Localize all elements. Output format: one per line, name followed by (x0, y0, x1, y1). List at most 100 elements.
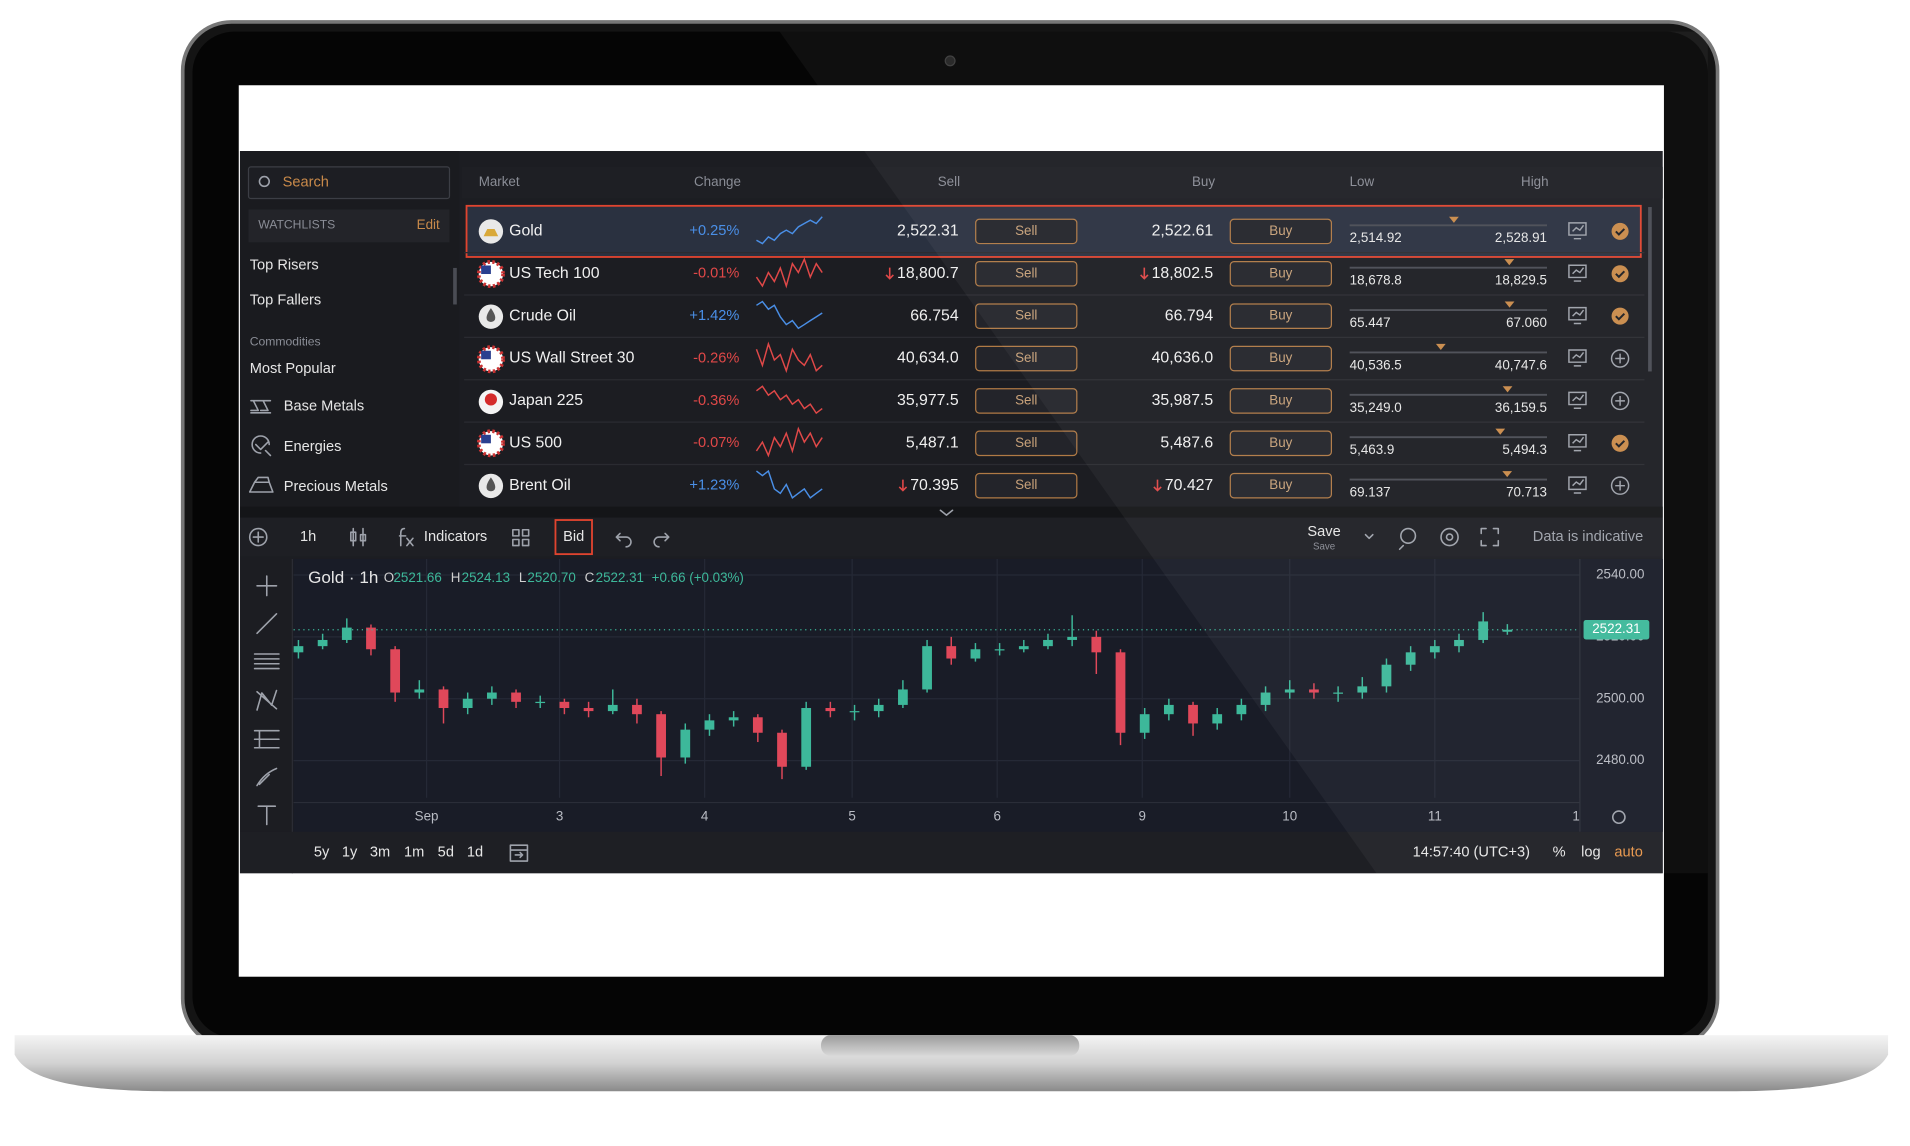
search-box[interactable] (247, 166, 451, 200)
watchlist-added[interactable] (1611, 222, 1629, 240)
range-button[interactable]: 3m (370, 844, 390, 860)
sell-button[interactable] (975, 260, 1078, 287)
layout-button[interactable] (512, 528, 530, 547)
watchlist-added[interactable] (1611, 265, 1629, 283)
projection-tool[interactable] (253, 729, 280, 749)
brush-tool[interactable] (256, 767, 278, 787)
watchlist-add[interactable] (1610, 476, 1630, 495)
save-button[interactable]: Save (1307, 524, 1340, 540)
buy-button-label[interactable]: Buy (1269, 223, 1292, 238)
y-tick-label: 2500.00 (1596, 690, 1644, 705)
sidebar-scrollbar (453, 267, 457, 305)
sell-button[interactable] (975, 303, 1078, 329)
range-button[interactable]: 5y (314, 844, 330, 860)
high: 5,494.3 (1502, 442, 1547, 457)
zoom-button[interactable] (1400, 527, 1417, 544)
trendline-tool[interactable] (256, 613, 278, 635)
add-button[interactable] (248, 527, 268, 547)
buy-button[interactable] (1229, 388, 1333, 414)
range-button[interactable]: 1d (467, 844, 483, 860)
sell-button[interactable] (975, 218, 1078, 245)
sell-button[interactable] (975, 388, 1078, 414)
chart-button[interactable] (1568, 222, 1587, 240)
sell-button-label[interactable]: Sell (1015, 477, 1037, 492)
sell-button[interactable] (975, 472, 1078, 499)
chart-button[interactable] (1568, 306, 1587, 325)
crosshair-tool[interactable] (256, 575, 278, 597)
settings-button[interactable] (1440, 527, 1459, 547)
log-toggle[interactable]: log (1581, 844, 1601, 860)
market-name[interactable]: US Wall Street 30 (509, 350, 634, 367)
range-button[interactable]: 1m (404, 844, 424, 860)
sell-button-label[interactable]: Sell (1015, 435, 1037, 450)
buy-button-label[interactable]: Buy (1269, 265, 1292, 280)
sell-button-label[interactable]: Sell (1015, 350, 1037, 365)
market-name[interactable]: US Tech 100 (509, 265, 600, 282)
category-item[interactable]: Energies (284, 439, 342, 455)
buy-button[interactable] (1229, 345, 1333, 372)
buy-button[interactable] (1229, 218, 1333, 245)
price-side-button[interactable]: Bid (563, 529, 584, 545)
fullscreen-button[interactable] (1480, 527, 1500, 547)
clock: 14:57:40 (UTC+3) (1413, 844, 1530, 860)
buy-button-label[interactable]: Buy (1269, 477, 1292, 492)
percent-toggle[interactable]: % (1553, 844, 1566, 860)
market-name[interactable]: Gold (509, 223, 542, 240)
buy-button[interactable] (1229, 430, 1333, 457)
collapse-handle[interactable] (939, 509, 954, 516)
pattern-tool[interactable] (256, 689, 278, 711)
chart-type-button[interactable] (350, 527, 367, 547)
high: 18,829.5 (1495, 273, 1547, 288)
category-item[interactable]: Most Popular (250, 361, 336, 377)
buy-button[interactable] (1229, 260, 1333, 287)
watchlist-item[interactable]: Top Fallers (250, 293, 321, 309)
category-item[interactable]: Precious Metals (284, 479, 388, 495)
chart-button[interactable] (1568, 349, 1587, 367)
goto-date-button[interactable] (509, 844, 529, 862)
market-name[interactable]: US 500 (509, 434, 562, 451)
chart-button[interactable] (1568, 391, 1587, 409)
sell-button-label[interactable]: Sell (1015, 308, 1037, 323)
sell-button-label[interactable]: Sell (1015, 392, 1037, 407)
buy-button[interactable] (1229, 303, 1333, 329)
sell-button[interactable] (975, 345, 1078, 372)
chart-button[interactable] (1568, 434, 1587, 452)
interval-button[interactable]: 1h (300, 529, 316, 545)
undo-button[interactable] (615, 532, 632, 548)
market-name[interactable]: Japan 225 (509, 392, 583, 409)
buy-button-label[interactable]: Buy (1269, 435, 1292, 450)
market-name[interactable]: Crude Oil (509, 307, 576, 324)
range-button[interactable]: 5d (438, 844, 454, 860)
range-button[interactable]: 1y (342, 844, 358, 860)
legend-value: 2524.13 (462, 570, 510, 585)
text-tool[interactable] (257, 805, 277, 826)
buy-button-label[interactable]: Buy (1269, 350, 1292, 365)
buy-button-label[interactable]: Buy (1269, 392, 1292, 407)
oil-drop (486, 477, 496, 492)
candle-body (656, 714, 666, 758)
category-item[interactable]: Base Metals (284, 399, 364, 415)
sell-button-label[interactable]: Sell (1015, 223, 1037, 238)
candle-body (1067, 636, 1078, 640)
buy-button[interactable] (1229, 472, 1333, 499)
sell-button-label[interactable]: Sell (1015, 265, 1037, 280)
chart-button[interactable] (1568, 264, 1587, 282)
save-menu[interactable] (1364, 533, 1374, 540)
watchlist-item[interactable]: Top Risers (250, 257, 319, 273)
search-placeholder[interactable]: Search (283, 175, 329, 191)
market-name[interactable]: Brent Oil (509, 477, 571, 494)
watchlist-add[interactable] (1610, 391, 1630, 411)
indicators-button[interactable]: Indicators (424, 529, 487, 545)
chart-button[interactable] (1568, 476, 1587, 494)
watchlist-added[interactable] (1611, 434, 1629, 452)
sell-button[interactable] (975, 430, 1078, 457)
auto-toggle[interactable]: auto (1614, 844, 1642, 860)
fib-tool[interactable] (253, 653, 280, 670)
redo-button[interactable] (653, 532, 670, 548)
candle-body (293, 646, 304, 653)
edit-link[interactable]: Edit (417, 217, 440, 232)
axis-settings[interactable] (1611, 810, 1626, 825)
watchlist-add[interactable] (1610, 349, 1630, 368)
buy-button-label[interactable]: Buy (1269, 308, 1292, 323)
watchlist-added[interactable] (1611, 307, 1629, 325)
